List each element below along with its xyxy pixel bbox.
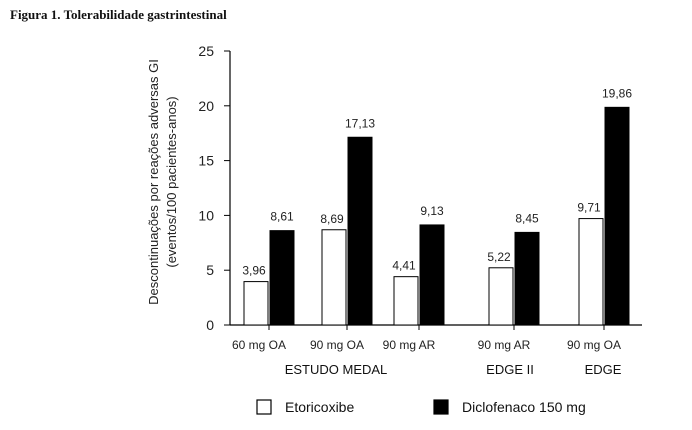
y-tick-label: 0 [206,317,214,333]
data-label-diclofenaco: 19,86 [602,86,632,100]
y-tick-label: 5 [206,262,214,278]
x-category-label: 90 mg AR [478,338,531,352]
data-label-diclofenaco: 8,61 [270,210,294,224]
bar-etoricoxibe [578,218,604,326]
x-group-label: ESTUDO MEDAL [285,362,388,377]
legend-swatch-etoricoxibe [256,399,272,415]
data-label-etoricoxibe: 8,69 [320,212,344,226]
bar-diclofenaco [514,231,540,326]
data-label-etoricoxibe: 4,41 [392,259,416,273]
bar-diclofenaco [269,230,295,326]
y-tick-label: 25 [198,43,214,59]
legend-swatch-diclofenaco [433,399,449,415]
x-category-label: 60 mg OA [232,338,286,352]
y-tick-label: 10 [198,207,214,223]
data-label-etoricoxibe: 3,96 [242,264,266,278]
y-axis-label: Descontinuações por reações adversas GI … [146,59,179,305]
x-group-label: EDGE [585,362,622,377]
figure-title: Figura 1. Tolerabilidade gastrintestinal [10,7,227,22]
x-category-label: 90 mg OA [567,338,621,352]
data-label-etoricoxibe: 5,22 [487,250,511,264]
bar-diclofenaco [347,136,373,326]
legend-label-diclofenaco: Diclofenaco 150 mg [462,399,586,415]
data-label-diclofenaco: 8,45 [515,211,539,225]
data-label-diclofenaco: 17,13 [345,116,375,130]
bar-diclofenaco [419,224,445,326]
data-label-etoricoxibe: 9,71 [577,201,601,215]
bars [243,106,630,326]
legend-label-etoricoxibe: Etoricoxibe [285,399,354,415]
y-tick-label: 15 [198,153,214,169]
y-tick-label: 20 [198,98,214,114]
labels: 3,96 8,61 60 mg OA 8,69 17,13 90 mg OA 4,41 9,1… [232,86,632,377]
x-group-label: EDGE II [486,362,534,377]
bar-diclofenaco [604,106,630,326]
x-category-label: 90 mg AR [383,338,436,352]
bar-etoricoxibe [488,267,514,326]
legend: Etoricoxibe Diclofenaco 150 mg [256,399,586,415]
y-axis-label-line1: Descontinuações por reações adversas GI [146,59,161,305]
data-label-diclofenaco: 9,13 [420,204,444,218]
bar-etoricoxibe [321,229,347,326]
y-axis-label-line2: (eventos/100 pacientes-anos) [164,96,179,267]
bar-etoricoxibe [393,276,419,326]
bar-etoricoxibe [243,281,269,326]
x-category-label: 90 mg OA [310,338,364,352]
